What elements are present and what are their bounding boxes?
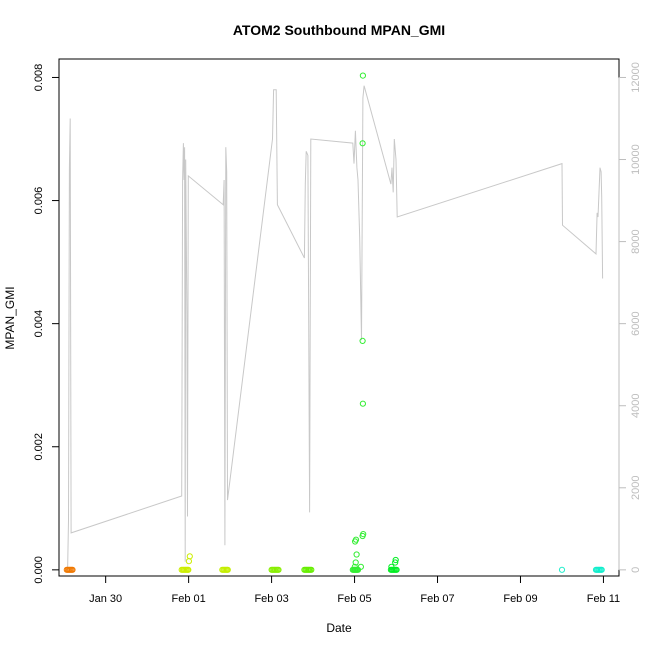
series-8 [592, 566, 605, 573]
x-axis-label: Date [326, 621, 352, 635]
data-point [558, 566, 566, 573]
chart-title: ATOM2 Southbound MPAN_GMI [233, 22, 445, 38]
series-2 [219, 566, 231, 573]
y-axis-label: MPAN_GMI [3, 286, 17, 349]
data-points-layer [63, 72, 605, 573]
data-point [598, 566, 605, 573]
axes-layer: Jan 30 Feb 01 Feb 03 Feb 05 Feb 07 Feb 09 Feb … [33, 62, 642, 605]
y-right-tick-label: 12000 [630, 62, 642, 93]
data-point [392, 559, 399, 566]
y-tick-label: 0.002 [33, 433, 45, 461]
y-right-tick-label: 10000 [630, 144, 642, 175]
y-tick-label: 0.008 [33, 64, 45, 92]
y-tick-label: 0.000 [33, 556, 45, 584]
altitude-trace-layer [67, 85, 604, 570]
y-right-tick-label: 4000 [630, 393, 642, 417]
data-point [359, 337, 366, 344]
data-point [224, 566, 231, 573]
y-right-tick-label: 0 [630, 567, 642, 573]
data-point [357, 563, 364, 570]
data-point [393, 566, 400, 573]
x-tick-label: Feb 11 [587, 593, 620, 605]
x-tick-label: Feb 03 [254, 593, 288, 605]
x-tick-label: Feb 01 [172, 593, 206, 605]
data-point [351, 563, 358, 570]
data-point [392, 556, 399, 564]
x-tick-label: Feb 05 [337, 593, 371, 605]
series-6 [387, 556, 400, 573]
series-0 [63, 566, 76, 573]
series-5 [349, 72, 367, 573]
y-right-tick-label: 2000 [630, 476, 642, 500]
altitude-trace-line [67, 85, 604, 570]
data-point [352, 536, 360, 543]
data-point [359, 72, 366, 79]
x-tick-label: Feb 09 [503, 593, 537, 605]
data-point [186, 553, 193, 560]
data-point [69, 566, 76, 573]
data-point [308, 566, 315, 573]
data-point [185, 566, 192, 573]
data-point [353, 551, 360, 558]
series-3 [268, 566, 282, 573]
y-right-tick-label: 6000 [630, 311, 642, 335]
x-tick-label: Jan 30 [89, 593, 122, 605]
data-point [359, 140, 366, 147]
data-point [388, 563, 395, 570]
series-4 [301, 566, 315, 573]
data-point [359, 400, 366, 407]
series-1 [178, 553, 193, 573]
y-tick-label: 0.004 [33, 310, 45, 338]
data-point [360, 531, 367, 538]
y-tick-label: 0.006 [33, 187, 45, 215]
series-7 [558, 566, 566, 573]
data-point [275, 566, 282, 573]
x-tick-label: Feb 07 [420, 593, 454, 605]
y-right-tick-label: 8000 [630, 229, 642, 253]
data-point [352, 559, 359, 566]
